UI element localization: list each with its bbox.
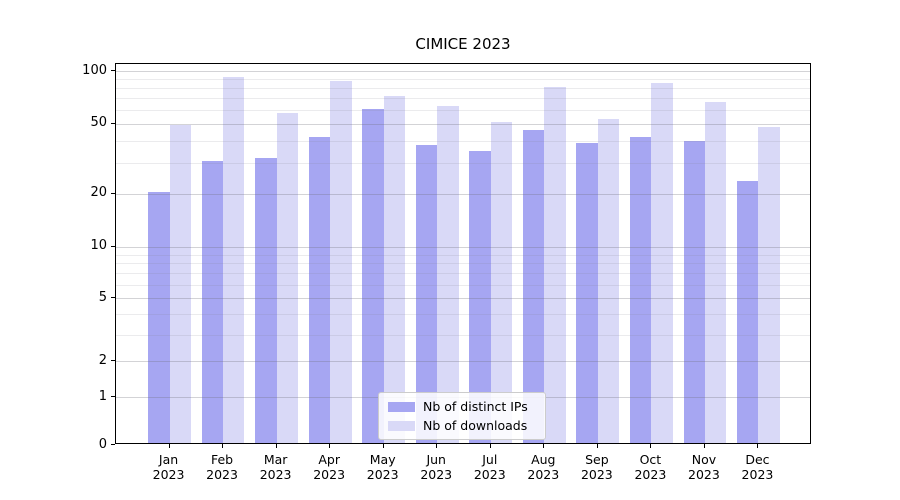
bar-distinct-ips-jan (148, 191, 170, 443)
legend-swatch-downloads (388, 420, 415, 431)
x-tick-mark-jun (436, 444, 438, 448)
bar-distinct-ips-jun (415, 144, 438, 443)
x-tick-label-jan: Jan 2023 (152, 452, 185, 482)
bar-downloads-nov (704, 101, 727, 443)
y-tick-mark-2 (111, 360, 115, 362)
y-tick-mark-20 (111, 192, 115, 194)
x-tick-mark-oct (650, 444, 652, 448)
bar-downloads-jun (437, 105, 459, 443)
x-tick-label-apr: Apr 2023 (313, 452, 346, 482)
legend-label-distinct-ips: Nb of distinct IPs (423, 399, 528, 414)
bar-downloads-feb (223, 77, 245, 443)
y-tick-label-10: 10 (90, 238, 107, 254)
x-tick-label-nov: Nov 2023 (688, 452, 720, 482)
y-tick-label-0: 0 (98, 436, 107, 452)
y-tick-mark-10 (111, 245, 115, 247)
y-tick-mark-1 (111, 396, 115, 398)
x-tick-label-mar: Mar 2023 (259, 452, 292, 482)
bar-distinct-ips-nov (683, 140, 705, 443)
x-tick-label-sep: Sep 2023 (580, 452, 613, 482)
bar-distinct-ips-oct (629, 137, 652, 443)
x-tick-mark-nov (703, 444, 705, 448)
bar-downloads-oct (651, 83, 673, 443)
bar-distinct-ips-jul (469, 151, 491, 443)
x-tick-mark-apr (329, 444, 331, 448)
y-tick-mark-50 (111, 122, 115, 124)
bar-distinct-ips-may (362, 109, 384, 443)
legend-label-downloads: Nb of downloads (423, 418, 528, 433)
x-tick-label-oct: Oct 2023 (634, 452, 667, 482)
x-tick-mark-sep (596, 444, 598, 448)
bar-distinct-ips-aug (522, 130, 545, 443)
bar-distinct-ips-apr (308, 137, 331, 443)
y-tick-mark-5 (111, 297, 115, 299)
y-tick-label-1: 1 (98, 388, 107, 404)
y-tick-label-5: 5 (98, 289, 107, 305)
bar-distinct-ips-dec (737, 181, 759, 443)
x-tick-mark-jul (489, 444, 491, 448)
y-tick-label-50: 50 (90, 115, 107, 131)
x-tick-mark-mar (275, 444, 277, 448)
y-tick-mark-0 (111, 444, 115, 445)
legend-item-distinct-ips: Nb of distinct IPs (388, 399, 535, 414)
x-tick-mark-dec (757, 444, 759, 448)
bar-downloads-mar (276, 113, 299, 443)
bars-layer (116, 64, 810, 443)
bar-distinct-ips-mar (255, 158, 277, 443)
x-tick-mark-jan (168, 444, 170, 448)
legend: Nb of distinct IPs Nb of downloads (378, 392, 546, 440)
y-tick-label-100: 100 (82, 62, 107, 78)
legend-swatch-distinct-ips (388, 401, 415, 412)
plot-area (115, 63, 811, 444)
bar-distinct-ips-feb (201, 161, 224, 443)
x-tick-label-jun: Jun 2023 (420, 452, 453, 482)
bar-downloads-dec (758, 126, 780, 443)
x-tick-mark-may (382, 444, 384, 448)
y-tick-label-20: 20 (90, 185, 107, 201)
x-tick-label-feb: Feb 2023 (206, 452, 238, 482)
bar-distinct-ips-sep (576, 142, 598, 443)
y-tick-mark-100 (111, 70, 115, 71)
legend-item-downloads: Nb of downloads (388, 418, 535, 433)
x-tick-label-jul: Jul 2023 (473, 452, 506, 482)
bar-downloads-may (383, 96, 406, 443)
x-tick-label-aug: Aug 2023 (527, 452, 560, 482)
bar-downloads-aug (544, 87, 566, 443)
chart-title: CIMICE 2023 (415, 35, 511, 53)
x-tick-mark-feb (222, 444, 224, 448)
x-tick-label-dec: Dec 2023 (741, 452, 774, 482)
bar-downloads-jan (169, 125, 191, 443)
bar-downloads-apr (330, 80, 352, 443)
x-tick-mark-aug (543, 444, 545, 448)
bar-downloads-sep (597, 118, 620, 443)
bar-downloads-jul (490, 121, 513, 443)
x-tick-label-may: May 2023 (366, 452, 399, 482)
y-tick-label-2: 2 (98, 352, 107, 368)
